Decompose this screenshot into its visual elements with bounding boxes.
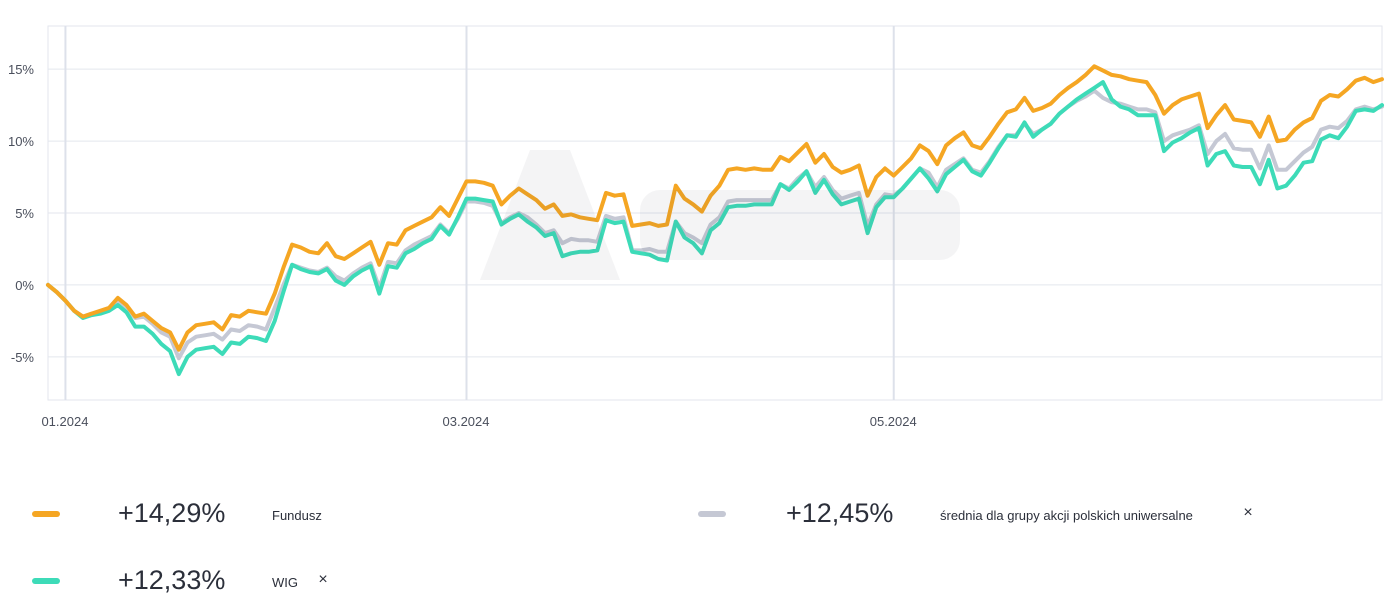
series-lines	[46, 64, 1384, 377]
close-icon[interactable]: ×	[1243, 504, 1253, 521]
close-icon[interactable]: ×	[318, 571, 328, 588]
legend-label-wig: WIG	[272, 575, 298, 590]
x-axis-ticks: 01.2024 03.2024 05.2024	[41, 414, 916, 429]
legend-value-wig: +12,33%	[118, 565, 226, 595]
grid	[47, 25, 1383, 401]
y-tick-label: 0%	[15, 278, 34, 293]
y-tick-label: 15%	[8, 62, 34, 77]
y-tick-label: 10%	[8, 134, 34, 149]
legend-label-fundusz: Fundusz	[272, 508, 322, 523]
series-line-fundusz	[46, 64, 1384, 352]
legend-item-fundusz: +14,29% Fundusz	[32, 494, 432, 534]
legend-item-average: +12,45% średnia dla grupy akcji polskich…	[698, 494, 1298, 534]
legend-value-fundusz: +14,29%	[118, 498, 226, 528]
legend-item-wig: +12,33% WIG ×	[32, 561, 432, 601]
y-axis-ticks: 15% 10% 5% 0% -5%	[8, 62, 34, 365]
x-tick-label: 05.2024	[870, 414, 917, 429]
x-tick-label: 01.2024	[41, 414, 88, 429]
legend-swatch-wig	[32, 578, 60, 584]
legend-label-average: średnia dla grupy akcji polskich uniwers…	[940, 508, 1193, 523]
legend-value-average: +12,45%	[786, 498, 894, 528]
y-tick-label: 5%	[15, 206, 34, 221]
line-chart: 15% 10% 5% 0% -5% 01.2024 03.2024 05.2024	[8, 25, 1384, 429]
series-line-wig	[46, 80, 1384, 377]
x-tick-label: 03.2024	[443, 414, 490, 429]
legend-swatch-average	[698, 511, 726, 517]
y-tick-label: -5%	[11, 350, 35, 365]
legend-swatch-fundusz	[32, 511, 60, 517]
